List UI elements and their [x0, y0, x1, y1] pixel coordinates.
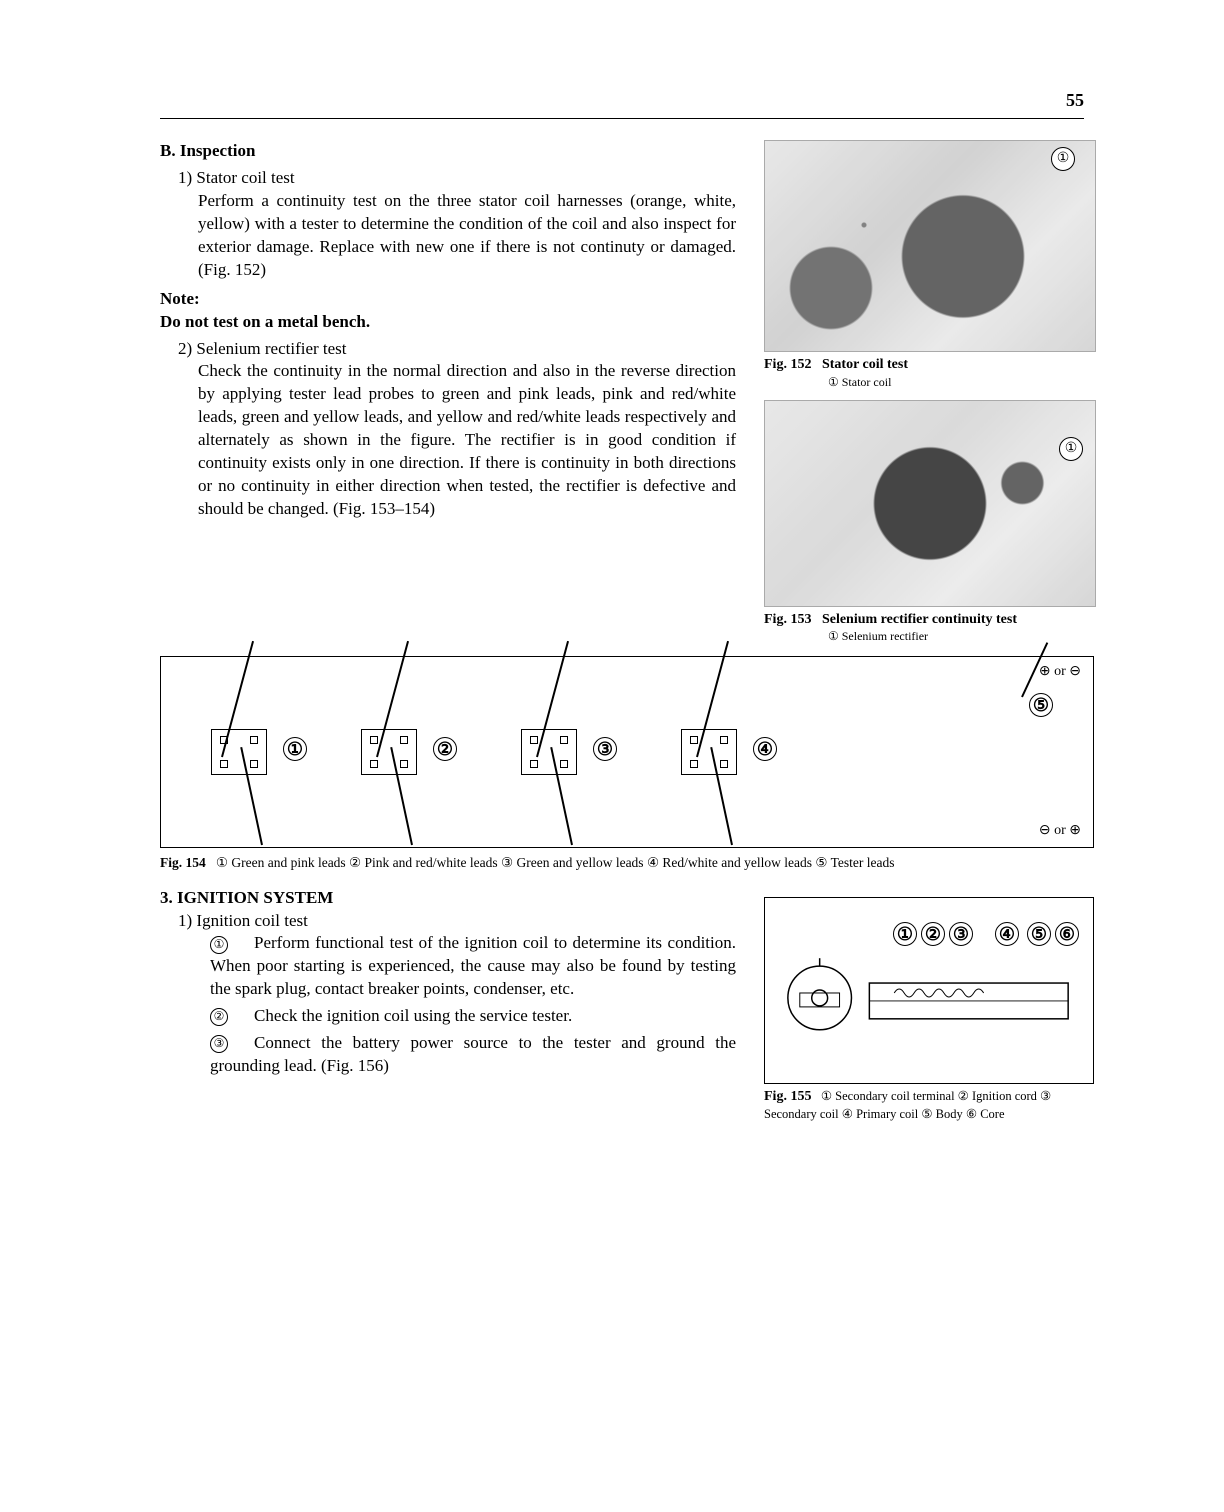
- item-1-body: Perform a continuity test on the three s…: [198, 190, 736, 282]
- page-number: 55: [1066, 88, 1084, 112]
- circled-1: ①: [283, 737, 307, 761]
- fig-154-bot-polarity: ⊖ or ⊕: [1039, 822, 1081, 841]
- fig-152-label: Fig. 152: [764, 357, 811, 372]
- fig-153-label: Fig. 153: [764, 612, 811, 627]
- right-column: ① Fig. 152 Stator coil test ① Stator coi…: [764, 140, 1094, 644]
- section-3-left: 3. IGNITION SYSTEM 1) Ignition coil test…: [160, 887, 736, 1079]
- fig-154-label: Fig. 154: [160, 854, 206, 872]
- sec3-step-1: ①Perform functional test of the ignition…: [210, 932, 736, 1001]
- circled-3: ③: [593, 737, 617, 761]
- fig-154-top-polarity: ⊕ or ⊖: [1039, 663, 1081, 682]
- sec3-step-3-text: Connect the battery power source to the …: [210, 1033, 736, 1075]
- connector-4: [681, 729, 737, 775]
- circled-5: ⑤: [1029, 693, 1053, 717]
- fig155-c5: ⑤: [1027, 922, 1051, 946]
- fig155-c3: ③: [949, 922, 973, 946]
- fig-154-items: ① Green and pink leads ② Pink and red/wh…: [216, 855, 895, 870]
- item-1: 1) Stator coil test Perform a continuity…: [178, 167, 736, 282]
- section-b-heading: B. Inspection: [160, 140, 736, 163]
- sec3-item-1: 1) Ignition coil test ①Perform functiona…: [178, 910, 736, 1079]
- item-2: 2) Selenium rectifier test Check the con…: [178, 338, 736, 522]
- fig155-c2: ②: [921, 922, 945, 946]
- upper-columns: B. Inspection 1) Stator coil test Perfor…: [160, 140, 1094, 644]
- left-column: B. Inspection 1) Stator coil test Perfor…: [160, 140, 736, 521]
- content-area: B. Inspection 1) Stator coil test Perfor…: [160, 140, 1094, 1122]
- top-rule: [160, 118, 1084, 119]
- circled-2: ②: [433, 737, 457, 761]
- section-3: 3. IGNITION SYSTEM 1) Ignition coil test…: [160, 887, 1094, 1122]
- sec3-step-3: ③Connect the battery power source to the…: [210, 1032, 736, 1078]
- fig-155-diagram: ① ② ③ ④ ⑤ ⑥: [764, 897, 1094, 1084]
- section-3-heading: 3. IGNITION SYSTEM: [160, 887, 736, 910]
- fig-152-image: ①: [764, 140, 1096, 352]
- fig-153-callout: ①: [1059, 437, 1083, 461]
- fig-154-caption: Fig. 154 ① Green and pink leads ② Pink a…: [160, 854, 1094, 872]
- fig155-c6: ⑥: [1055, 922, 1079, 946]
- sec3-step-2-text: Check the ignition coil using the servic…: [254, 1006, 572, 1025]
- page: 55 B. Inspection 1) Stator coil test Per…: [0, 0, 1224, 1182]
- fig-153-photo-placeholder: [765, 401, 1095, 606]
- note-label: Note:: [160, 288, 736, 311]
- item-1-title: 1) Stator coil test: [198, 167, 736, 190]
- fig-153-caption: Fig. 153 Selenium rectifier continuity t…: [764, 611, 1094, 629]
- circled-step-3: ③: [210, 1035, 228, 1053]
- fig-152-photo-placeholder: [765, 141, 1095, 351]
- connector-2: [361, 729, 417, 775]
- sec3-item-1-title: 1) Ignition coil test: [198, 910, 736, 933]
- fig-153-image: ①: [764, 400, 1096, 607]
- connector-3: [521, 729, 577, 775]
- fig-152-caption: Fig. 152 Stator coil test: [764, 356, 1094, 374]
- circled-step-1: ①: [210, 936, 228, 954]
- fig-155-caption: Fig. 155 ① Secondary coil terminal ② Ign…: [764, 1088, 1094, 1122]
- connector-1: [211, 729, 267, 775]
- fig-152-title: Stator coil test: [822, 357, 908, 372]
- item-2-body: Check the continuity in the normal direc…: [198, 360, 736, 521]
- note-body: Do not test on a metal bench.: [160, 311, 736, 334]
- fig155-c1: ①: [893, 922, 917, 946]
- circled-step-2: ②: [210, 1008, 228, 1026]
- fig-154-diagram: ⊕ or ⊖ ⊖ or ⊕ ① ② ③: [160, 656, 1094, 848]
- fig-152-callout: ①: [1051, 147, 1075, 171]
- section-3-right: ① ② ③ ④ ⑤ ⑥ Fig. 155 ① Secondary coil te…: [764, 887, 1094, 1122]
- fig-152-sub: ① Stator coil: [828, 374, 1094, 390]
- fig-153-title: Selenium rectifier continuity test: [822, 612, 1017, 627]
- item-2-title: 2) Selenium rectifier test: [198, 338, 736, 361]
- fig155-c4: ④: [995, 922, 1019, 946]
- circled-4: ④: [753, 737, 777, 761]
- sec3-step-2: ② Check the ignition coil using the servi…: [210, 1005, 736, 1028]
- sec3-step-1-text: Perform functional test of the ignition …: [210, 933, 736, 998]
- fig-155-label: Fig. 155: [764, 1089, 811, 1104]
- fig-153-sub: ① Selenium rectifier: [828, 628, 1094, 644]
